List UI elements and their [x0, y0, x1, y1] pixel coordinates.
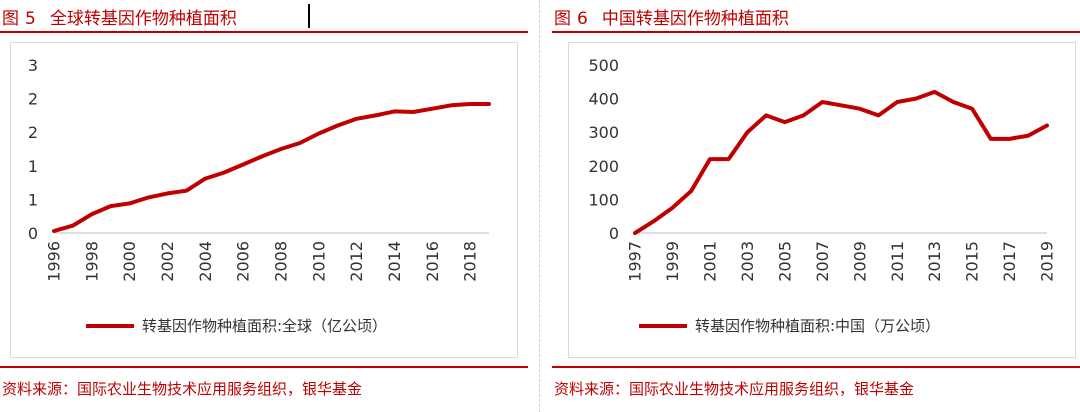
x-tick-label: 2016: [423, 241, 442, 282]
title-rule: [0, 31, 528, 33]
x-tick-label: 2012: [347, 241, 366, 282]
source-rule: [552, 366, 1080, 368]
y-tick-label: 300: [588, 123, 619, 142]
y-tick-label: 2: [28, 90, 38, 109]
x-tick-label: 2000: [120, 241, 139, 282]
y-tick-label: 1: [28, 157, 38, 176]
x-tick-label: 2005: [775, 241, 794, 282]
x-tick-label: 2004: [196, 241, 215, 282]
x-tick-label: 1996: [45, 241, 64, 282]
figure-number: 6: [577, 9, 588, 29]
x-tick-label: 2006: [234, 241, 253, 282]
x-tick-label: 2008: [272, 241, 291, 282]
figure-title: 图 6 中国转基因作物种植面积: [554, 4, 789, 29]
line-chart-china: 0 100 200 300 400 500 1997 1999 2001 2003 2005 2007…: [588, 56, 1057, 335]
y-tick-label: 200: [588, 157, 619, 176]
text-cursor: [308, 4, 310, 28]
source-note: 资料来源：国际农业生物技术应用服务组织，银华基金: [2, 380, 363, 398]
source-rule: [0, 366, 528, 368]
figure-title: 图 5 全球转基因作物种植面积: [2, 4, 237, 29]
figure-title-text: 全球转基因作物种植面积: [49, 9, 237, 29]
y-tick-label: 3: [28, 56, 38, 75]
x-tick-label: 2011: [888, 241, 907, 282]
x-tick-label: 2017: [1000, 241, 1019, 282]
chart-area: 0 100 200 300 400 500 1997 1999 2001 2003 2005 2007…: [568, 42, 1076, 358]
legend-label: 转基因作物种植面积:全球（亿公顷）: [142, 317, 387, 335]
x-tick-label: 2019: [1038, 241, 1057, 282]
y-tick-label: 0: [28, 224, 38, 243]
x-tick-label: 2010: [309, 241, 328, 282]
x-tick-label: 2018: [461, 241, 480, 282]
figure-number: 5: [25, 9, 36, 29]
line-chart-global: 0 1 1 2 2 3 1996 1998 2000 2002 2004 2006 2008 2010 20…: [28, 56, 491, 335]
y-tick-label: 1: [28, 190, 38, 209]
figure-panel-global: 图 5 全球转基因作物种植面积 0 1 1 2 2 3 1996 1998 2000 2002 2004…: [0, 0, 528, 412]
y-tick-label: 100: [588, 190, 619, 209]
y-tick-label: 0: [609, 224, 619, 243]
x-tick-label: 1999: [663, 241, 682, 282]
x-tick-label: 1998: [82, 241, 101, 282]
x-tick-label: 2009: [850, 241, 869, 282]
series-line: [52, 102, 491, 233]
series-line: [633, 89, 1049, 235]
panel-divider: [539, 0, 540, 412]
figure-title-text: 中国转基因作物种植面积: [601, 9, 789, 29]
title-rule: [552, 31, 1080, 33]
x-tick-label: 2002: [158, 241, 177, 282]
chart-area: 0 1 1 2 2 3 1996 1998 2000 2002 2004 2006 2008 2010 20…: [10, 42, 518, 358]
y-tick-label: 400: [588, 90, 619, 109]
x-tick-label: 1997: [626, 241, 645, 282]
figure-prefix: 图: [2, 9, 19, 29]
x-tick-label: 2003: [738, 241, 757, 282]
x-tick-label: 2015: [963, 241, 982, 282]
figure-prefix: 图: [554, 9, 571, 29]
x-tick-label: 2007: [813, 241, 832, 282]
x-tick-label: 2001: [701, 241, 720, 282]
y-tick-label: 500: [588, 56, 619, 75]
figure-panel-china: 图 6 中国转基因作物种植面积 0 100 200 300 400 500 1997 1999 20…: [552, 0, 1080, 412]
legend-label: 转基因作物种植面积:中国（万公顷）: [695, 317, 940, 335]
x-tick-label: 2013: [925, 241, 944, 282]
source-note: 资料来源：国际农业生物技术应用服务组织，银华基金: [554, 380, 915, 398]
y-tick-label: 2: [28, 123, 38, 142]
x-tick-label: 2014: [385, 241, 404, 282]
